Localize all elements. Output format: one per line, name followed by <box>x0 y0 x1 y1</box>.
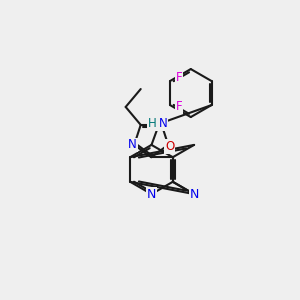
Text: H: H <box>148 117 157 130</box>
Text: N: N <box>158 117 167 130</box>
Text: N: N <box>147 188 156 201</box>
Text: N: N <box>128 138 137 152</box>
Text: O: O <box>165 140 174 153</box>
Text: F: F <box>176 100 182 113</box>
Text: N: N <box>189 188 199 201</box>
Text: N: N <box>159 117 168 130</box>
Text: F: F <box>176 71 182 84</box>
